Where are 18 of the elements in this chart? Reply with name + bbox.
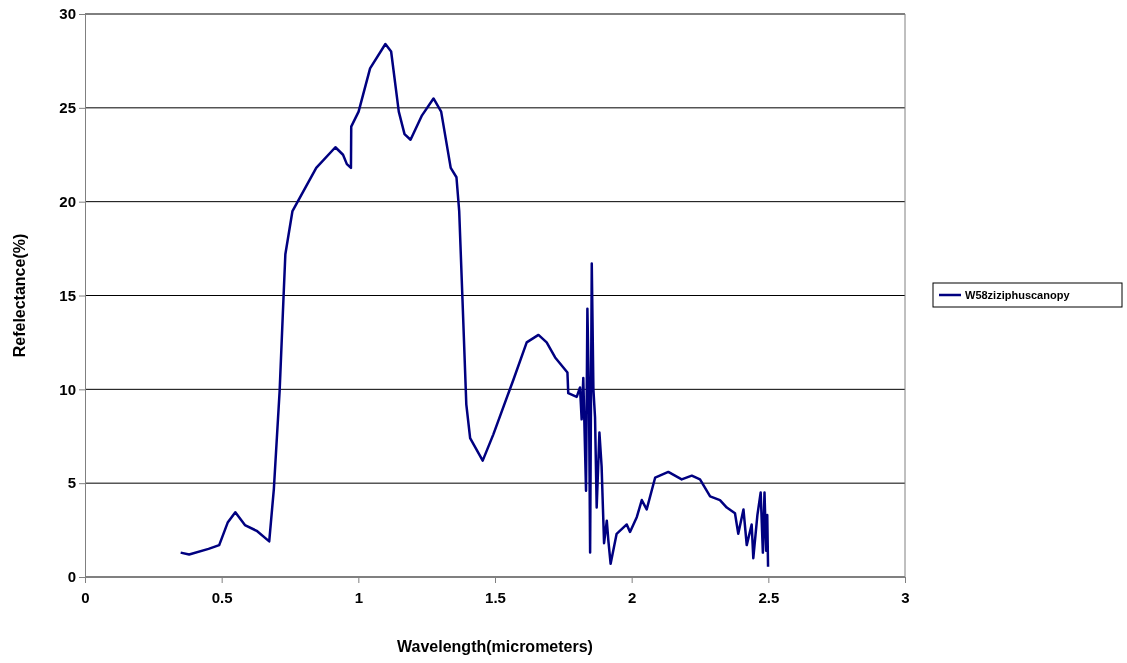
y-tick-label: 10 [59, 380, 76, 398]
x-tick-label: 0 [81, 588, 90, 606]
x-tick-label: 3 [901, 588, 910, 606]
y-tick-label: 25 [59, 99, 76, 117]
x-tick-label: 2 [627, 588, 637, 606]
x-tick-label: 0.5 [211, 588, 233, 606]
x-tick-label: 2.5 [758, 588, 780, 606]
y-tick-label: 0 [67, 568, 76, 586]
y-axis-title: Refelectance(%) [11, 233, 28, 358]
x-tick-label: 1.5 [485, 588, 506, 606]
y-tick-label: 20 [59, 192, 76, 210]
legend-label: W58ziziphuscanopy [965, 289, 1071, 301]
y-tick-label: 30 [59, 5, 76, 23]
x-axis-title: Wavelength(micrometers) [397, 638, 593, 655]
y-tick-label: 15 [59, 286, 76, 304]
line-series [179, 42, 770, 568]
x-tick-label: 1 [354, 588, 364, 606]
y-tick-label: 5 [67, 474, 76, 492]
